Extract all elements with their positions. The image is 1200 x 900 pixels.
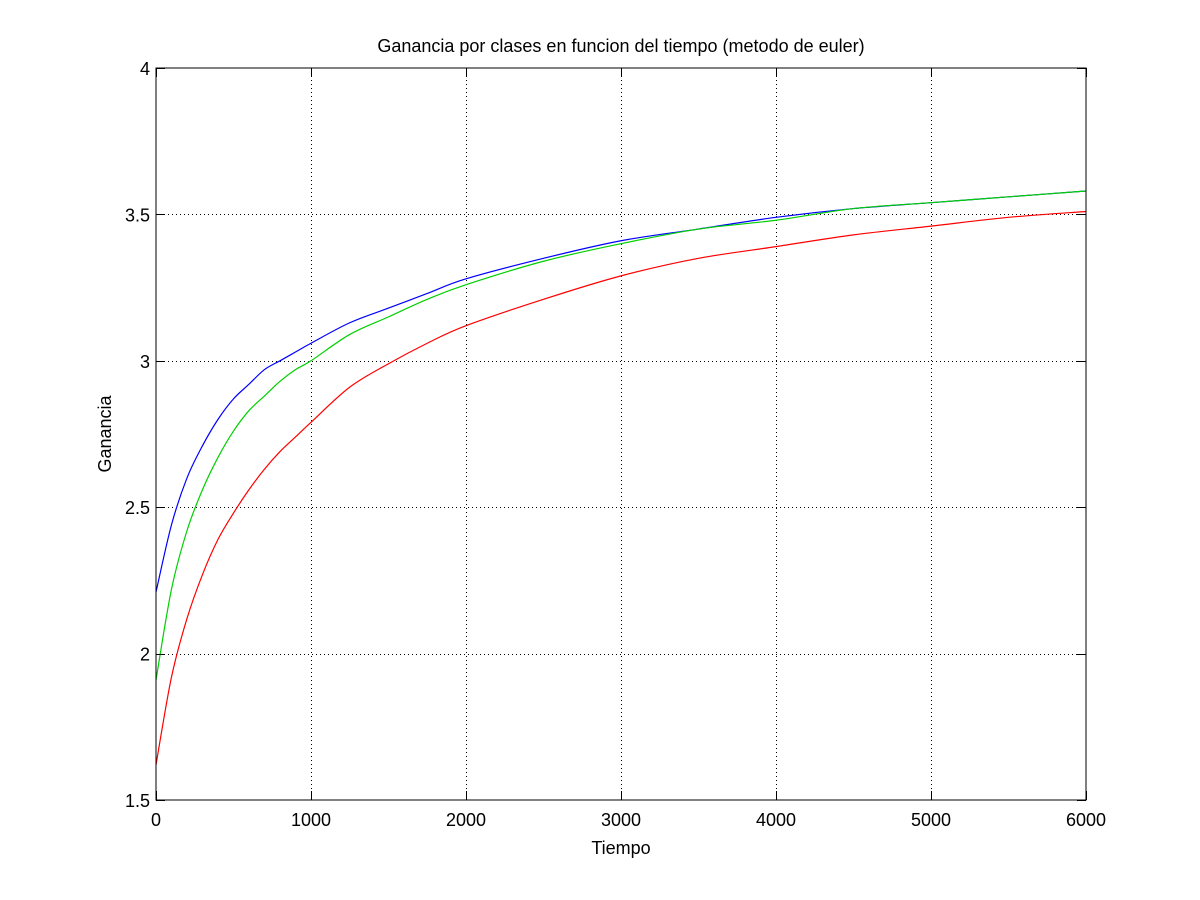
- x-tick-label: 3000: [601, 810, 641, 830]
- x-tick-labels: 0 1000 2000 3000 4000 5000 6000: [151, 810, 1106, 830]
- series-line-1: [155, 190, 1087, 593]
- y-tick-label: 3.5: [125, 205, 150, 225]
- x-tick-label: 0: [151, 810, 161, 830]
- y-tick-label: 3: [140, 352, 150, 372]
- x-tick-label: 6000: [1066, 810, 1106, 830]
- x-tick-label: 1000: [291, 810, 331, 830]
- y-tick-label: 4: [140, 59, 150, 79]
- x-axis-label: Tiempo: [591, 838, 650, 858]
- y-tick-label: 2.5: [125, 498, 150, 518]
- y-tick-label: 1.5: [125, 791, 150, 811]
- plot-area: [156, 68, 1086, 800]
- series-line-3: [155, 210, 1087, 765]
- series-lines: [155, 190, 1087, 765]
- tick-marks: [156, 68, 1087, 801]
- x-tick-label: 5000: [911, 810, 951, 830]
- x-tick-label: 4000: [756, 810, 796, 830]
- y-tick-labels: 1.5 2 2.5 3 3.5 4: [125, 59, 150, 811]
- grid: [156, 68, 1086, 800]
- series-line-2: [155, 190, 1087, 681]
- y-tick-label: 2: [140, 645, 150, 665]
- chart-title: Ganancia por clases en funcion del tiemp…: [377, 36, 864, 56]
- x-tick-label: 2000: [446, 810, 486, 830]
- y-axis-label: Ganancia: [95, 394, 115, 472]
